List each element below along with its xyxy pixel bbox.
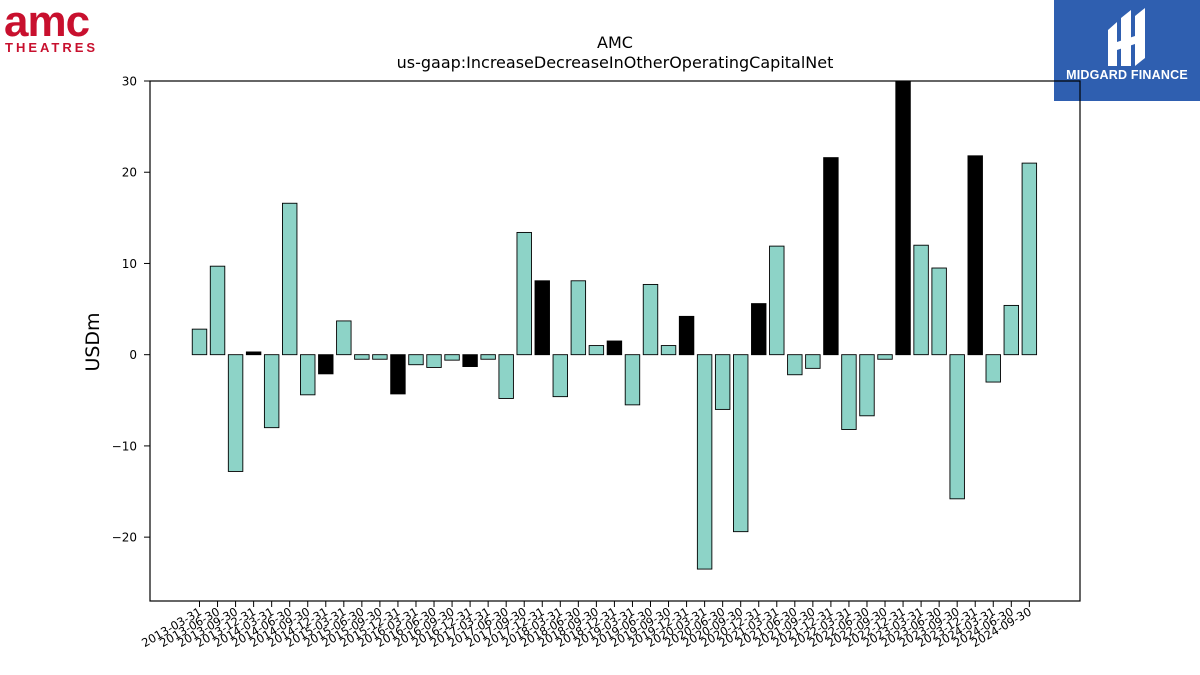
bar-2015-06-30 xyxy=(354,354,370,360)
bar-2017-03-31 xyxy=(480,354,496,360)
bar-2014-03-31 xyxy=(263,354,280,429)
bar-2019-09-30 xyxy=(660,345,677,356)
bar-2021-03-31 xyxy=(769,245,785,356)
bars-group xyxy=(191,80,1038,570)
bar-2019-12-31 xyxy=(678,315,695,356)
bar-2013-09-30 xyxy=(227,354,244,472)
bar-2020-03-31 xyxy=(696,354,713,570)
bar-2024-09-30 xyxy=(1021,162,1038,356)
bar-2020-12-31 xyxy=(751,303,767,356)
bar-2019-06-30 xyxy=(642,283,659,356)
plot-frame xyxy=(149,80,1081,602)
bar-2013-03-31 xyxy=(191,328,208,356)
bar-2013-12-31 xyxy=(245,351,262,356)
bar-2022-12-31 xyxy=(895,80,911,356)
bar-2016-03-31 xyxy=(408,354,424,366)
bar-2018-03-31 xyxy=(552,354,568,398)
bar-2021-09-30 xyxy=(805,354,821,369)
x-axis: 2013-03-312013-06-302013-09-302013-12-31… xyxy=(139,601,1034,650)
bar-2017-12-31 xyxy=(534,280,550,356)
amc-logo-word: amc xyxy=(4,0,90,46)
chart-title: AMC xyxy=(597,33,633,52)
y-axis: −20 −10 0 10 20 30 xyxy=(112,75,150,545)
bar-2020-09-30 xyxy=(733,354,749,533)
midgard-finance-logo: MIDGARD FINANCE xyxy=(1054,0,1200,101)
bar-2016-12-31 xyxy=(462,354,478,367)
bar-2015-09-30 xyxy=(372,354,388,360)
bar-2013-06-30 xyxy=(209,265,226,356)
bar-2022-09-30 xyxy=(877,354,893,360)
midgard-mark-icon xyxy=(1108,8,1145,66)
bar-2014-09-30 xyxy=(300,354,316,396)
bar-2023-03-31 xyxy=(913,244,929,356)
midgard-logo-text: MIDGARD FINANCE xyxy=(1066,68,1188,82)
bar-2021-12-31 xyxy=(823,157,839,356)
bar-2016-06-30 xyxy=(426,354,442,368)
bar-2022-03-31 xyxy=(841,354,857,430)
y-tick-label: −10 xyxy=(112,439,137,453)
bar-2018-06-30 xyxy=(570,280,587,356)
bar-2018-09-30 xyxy=(588,345,605,356)
bar-2017-06-30 xyxy=(498,354,514,399)
y-axis-label: USDm xyxy=(82,312,104,371)
y-tick-label: 30 xyxy=(122,75,137,89)
y-tick-label: 0 xyxy=(129,348,137,362)
bar-2019-03-31 xyxy=(624,354,641,406)
bar-2014-12-31 xyxy=(318,354,334,375)
amc-logo-sub: THEATRES xyxy=(5,40,99,55)
bar-2023-06-30 xyxy=(931,267,947,356)
bar-2024-06-30 xyxy=(1003,304,1019,356)
y-tick-label: 10 xyxy=(122,257,137,271)
bar-2017-09-30 xyxy=(516,231,532,356)
bar-2022-06-30 xyxy=(859,354,875,417)
bar-2023-12-31 xyxy=(967,155,983,356)
amc-theatres-logo: amc THEATRES xyxy=(4,0,134,58)
y-tick-label: −20 xyxy=(112,531,137,545)
y-tick-label: 20 xyxy=(122,166,137,180)
bar-2015-12-31 xyxy=(390,354,406,395)
bar-2014-06-30 xyxy=(282,202,298,356)
bar-2021-06-30 xyxy=(787,354,803,376)
bar-2023-09-30 xyxy=(949,354,965,500)
bar-2015-03-31 xyxy=(336,320,352,356)
bar-2020-06-30 xyxy=(714,354,731,410)
bar-2016-09-30 xyxy=(444,354,460,361)
chart-subtitle: us-gaap:IncreaseDecreaseInOtherOperating… xyxy=(397,53,834,72)
bar-2018-12-31 xyxy=(606,340,623,356)
bar-2024-03-31 xyxy=(985,354,1001,383)
